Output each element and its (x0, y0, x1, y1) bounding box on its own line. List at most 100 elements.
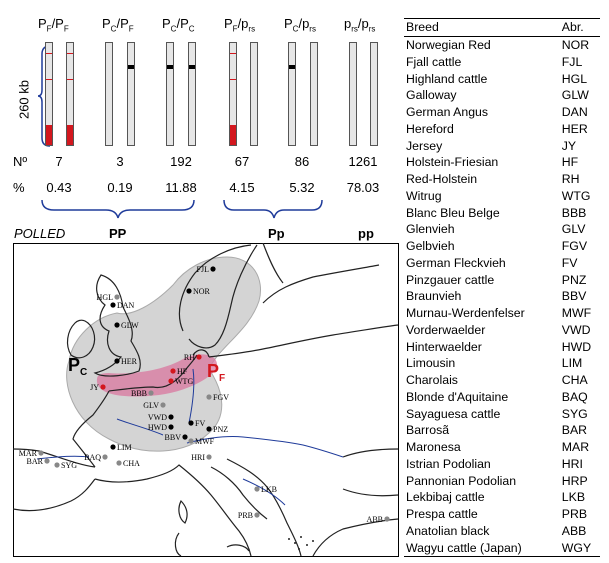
breed-code-label: JY (90, 383, 99, 392)
breed-marker: HGL (97, 293, 120, 302)
chromosome-bar (349, 42, 357, 146)
breed-dot (110, 302, 116, 308)
table-row: Limousin LIM (404, 355, 600, 372)
breed-marker: JY (90, 383, 106, 392)
breed-abbreviation: BAQ (561, 389, 588, 404)
breed-dot (186, 288, 192, 294)
friesian-region (96, 354, 218, 397)
breed-abbreviation: HRP (561, 473, 588, 488)
breed-name: German Fleckvieh (406, 255, 506, 270)
table-row: Norwegian Red NOR (404, 36, 600, 53)
breed-code-label: PNZ (213, 425, 228, 434)
breed-abbreviation: HWD (561, 339, 592, 354)
table-row: Blonde d'Aquitaine BAQ (404, 389, 600, 406)
breed-marker: FGV (206, 393, 229, 402)
breed-marker: FV (188, 419, 205, 428)
table-row: Hinterwaelder HWD (404, 338, 600, 355)
breed-code-label: BAQ (84, 453, 101, 462)
chromosome-bar (105, 42, 113, 146)
breed-name: Highland cattle (406, 71, 488, 86)
breed-code-label: HER (121, 357, 138, 366)
haplotype-header: PF/prs (224, 16, 256, 34)
breed-name: Fjall cattle (406, 54, 462, 69)
breed-marker: GLW (114, 321, 139, 330)
table-row: Charolais CHA (404, 372, 600, 389)
breed-abbreviation: LKB (561, 490, 586, 505)
haplotype-percent: 5.32 (289, 180, 315, 195)
breed-dot (384, 516, 390, 522)
count-row-label: Nº (13, 154, 28, 169)
breed-code-label: CHA (123, 459, 140, 468)
breed-name: Gelbvieh (406, 239, 455, 254)
haplotype-count: 192 (170, 154, 192, 169)
table-row: Braunvieh BBV (404, 288, 600, 305)
breed-dot (102, 454, 108, 460)
table-row: Wagyu cattle (Japan) WGY (404, 539, 600, 558)
table-row: Istrian Podolian HRI (404, 456, 600, 473)
breed-dot (168, 378, 174, 384)
friesian-region-label: PF (207, 361, 225, 384)
breed-name: Jersey (406, 138, 443, 153)
celtic-region-label: PC (68, 355, 87, 378)
breed-marker: HRI (191, 453, 212, 462)
table-header-row: Breed Abr. (404, 18, 600, 37)
breed-code-label: NOR (193, 287, 211, 296)
breed-dot (116, 460, 122, 466)
breed-name: Pinzgauer cattle (406, 272, 495, 287)
celtic-region (66, 256, 261, 452)
breed-abbreviation: VWD (561, 322, 591, 337)
chromosome-bar (188, 42, 196, 146)
chromosome-bar (250, 42, 258, 146)
breed-abbreviation: FV (561, 255, 578, 270)
breed-name: Prespa cattle (406, 507, 478, 522)
breed-table: Breed Abr. Norwegian Red NOR Fjall cattle F… (404, 18, 600, 558)
group-brace-het (223, 199, 323, 219)
breed-code-label: LKB (261, 485, 277, 494)
genotype-homozygous: PP (109, 226, 127, 241)
breed-marker: RH (184, 353, 202, 362)
breed-marker: WTG (168, 377, 193, 386)
table-row: Anatolian black ABB (404, 523, 600, 540)
breed-marker: CHA (116, 459, 140, 468)
breed-abbreviation: DAN (561, 105, 588, 120)
breed-name: Norwegian Red (406, 38, 491, 53)
haplotype-header: prs/prs (344, 16, 376, 34)
breed-name: Istrian Podolian (406, 456, 491, 471)
breed-marker: SYG (54, 461, 77, 470)
breed-marker: PNZ (206, 425, 228, 434)
breed-code-label: RH (184, 353, 195, 362)
table-row: Maronesa MAR (404, 439, 600, 456)
haplotype-header: PC/PF (102, 16, 134, 34)
breed-abbreviation: CHA (561, 373, 588, 388)
haplotype-header: PC/prs (284, 16, 316, 34)
breed-name: Lekbibaj cattle (406, 490, 485, 505)
breed-name: Witrug (406, 188, 442, 203)
breed-dot (188, 420, 194, 426)
breed-abbreviation: HGL (561, 71, 588, 86)
breed-name: Charolais (406, 373, 458, 388)
polled-label: POLLED (14, 226, 66, 241)
breed-name: Hinterwaelder (406, 339, 482, 354)
breed-abbreviation: LIM (561, 356, 583, 371)
breed-dot (110, 444, 116, 450)
table-row: Gelbvieh FGV (404, 238, 600, 255)
group-brace-pp (41, 199, 195, 219)
breed-abbreviation: WGY (551, 539, 600, 558)
breed-dot (206, 454, 212, 460)
breed-abbreviation: BBB (561, 205, 587, 220)
breed-code-label: VWD (148, 413, 167, 422)
breed-code-label: FGV (213, 393, 229, 402)
breed-abbreviation: NOR (561, 38, 590, 53)
breed-name: Limousin (406, 356, 456, 371)
breed-name: Maronesa (406, 440, 461, 455)
breed-code-label: HGL (97, 293, 114, 302)
breed-code-label: HRI (191, 453, 205, 462)
haplotype-count: 3 (116, 154, 124, 169)
breed-marker: HWD (148, 423, 174, 432)
table-row: Fjall cattle FJL (404, 54, 600, 71)
haplotype-count: 1261 (348, 154, 378, 169)
breed-dot (188, 438, 194, 444)
breed-abbreviation: PNZ (561, 272, 587, 287)
breed-marker: BAQ (84, 453, 108, 462)
